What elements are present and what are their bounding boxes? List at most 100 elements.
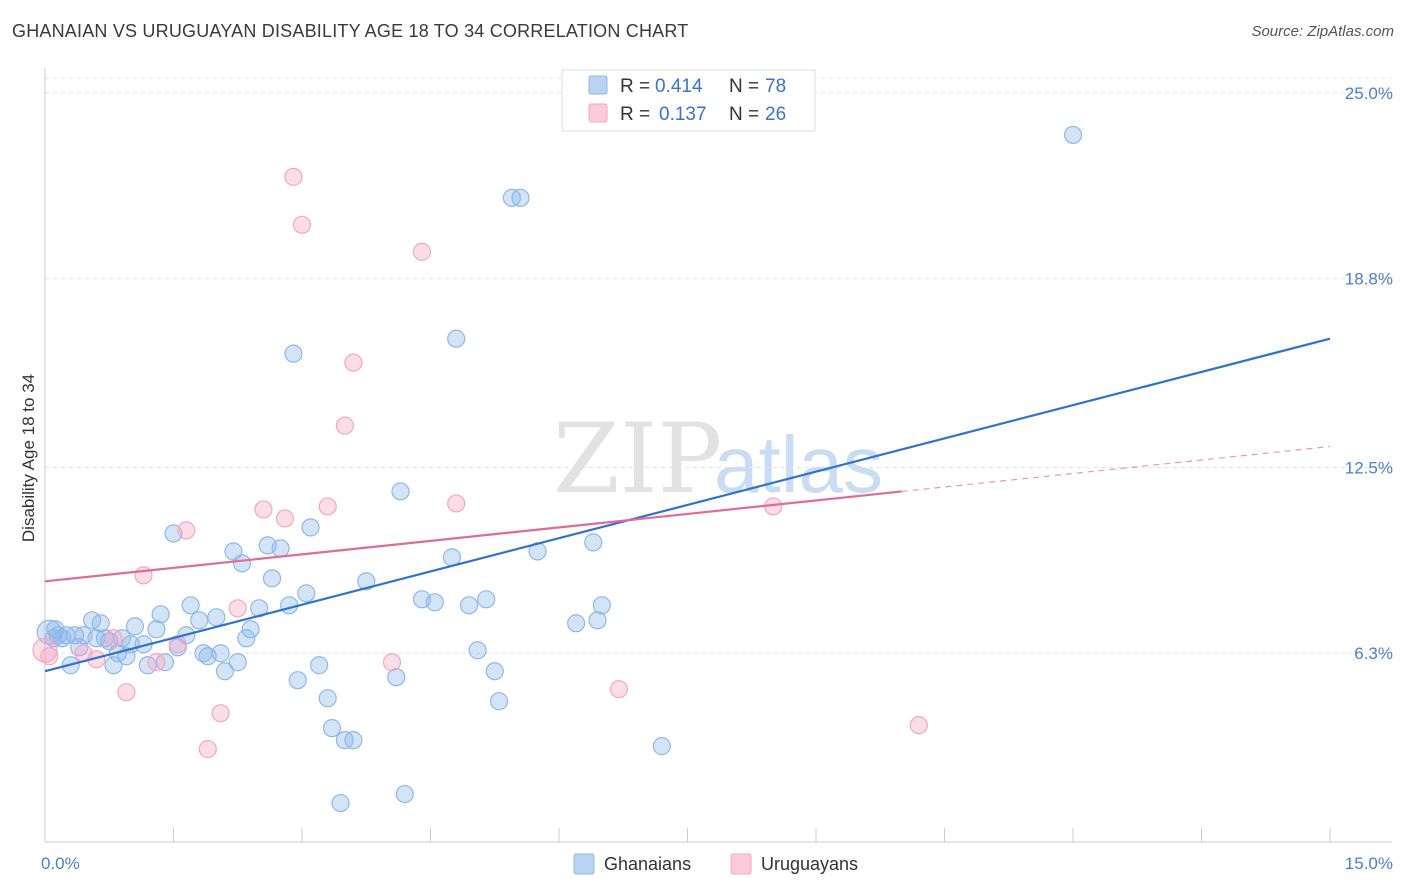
bottom-legend-swatch-ghanaians [573, 853, 595, 875]
uruguayan-point [147, 653, 166, 672]
uruguayan-point [228, 599, 247, 618]
x-tick-label: 15.0% [1345, 854, 1393, 873]
ghanaian-point [288, 671, 307, 690]
legend-r-label: R = [620, 104, 650, 125]
legend-n-label: N = [729, 76, 759, 97]
uruguayan-point [275, 509, 294, 528]
ghanaian-point [592, 596, 611, 615]
uruguayan-point [40, 647, 59, 666]
ghanaian-point [391, 482, 410, 501]
stats-legend: R = 0.414 N = 78 R = 0.137 N = 26 [561, 69, 816, 132]
ghanaian-point [477, 590, 496, 609]
ghanaian-point [652, 737, 671, 756]
y-tick-label: 12.5% [1345, 458, 1393, 477]
ghanaian-point [181, 596, 200, 615]
uruguayan-point [292, 215, 312, 234]
series-legend: Ghanaians Uruguayans [573, 853, 858, 875]
ghanaian-point [322, 719, 342, 738]
ghanaian-point [284, 344, 303, 363]
ghanaian-point [588, 611, 607, 630]
y-tick-label: 18.8% [1345, 270, 1393, 289]
ghanaian-trend-line [44, 337, 1331, 673]
ghanaian-point [387, 668, 406, 687]
legend-n-label: N = [729, 104, 759, 125]
ghanaian-point [104, 656, 123, 675]
uruguayan-point [177, 521, 196, 540]
ghanaian-point [459, 596, 479, 615]
ghanaian-point [297, 584, 316, 603]
ghanaian-point [357, 572, 376, 591]
ghanaian-point [125, 617, 145, 636]
uruguayan-point [211, 704, 230, 723]
ghanaian-point [489, 692, 509, 711]
ghanaian-point [395, 784, 414, 804]
ghanaian-point [207, 608, 226, 627]
legend-r-uruguayans: 0.137 [659, 104, 707, 125]
uruguayan-point [382, 653, 402, 672]
uruguayan-point [32, 637, 58, 663]
y-tick-label: 25.0% [1345, 84, 1393, 103]
legend-n-ghanaians: 78 [765, 76, 786, 97]
x-tick-labels: 0.0% 15.0% [41, 854, 1393, 873]
ghanaian-point [232, 554, 252, 573]
bottom-legend-swatch-uruguayans [730, 853, 752, 875]
bottom-legend-uruguayans: Uruguayans [761, 854, 858, 874]
ghanaian-point [271, 539, 290, 558]
ghanaian-point [1063, 125, 1083, 145]
uruguayan-point [609, 680, 629, 699]
axes [44, 68, 1392, 843]
uruguayan-point [104, 629, 123, 648]
y-tick-label: 6.3% [1354, 644, 1393, 663]
ghanaian-point [280, 596, 299, 615]
ghanaian-point [215, 662, 234, 681]
uruguayan-point [318, 497, 337, 516]
watermark-atlas: atlas [714, 420, 883, 509]
uruguayan-point [909, 716, 928, 735]
ghanaian-point [211, 644, 230, 663]
ghanaian-point [310, 656, 329, 675]
uruguayan-point [254, 500, 273, 519]
ghanaian-point [228, 653, 247, 672]
ghanaian-point [151, 605, 170, 624]
uruguayan-point [117, 683, 136, 702]
legend-swatch-uruguayans [588, 103, 608, 123]
ghanaian-point [468, 641, 487, 660]
ghanaian-point [567, 614, 586, 633]
ghanaian-point [262, 569, 282, 588]
uruguayan-point [284, 167, 303, 186]
ghanaian-point [425, 593, 444, 612]
uruguayan-point [198, 740, 217, 759]
source-label: Source: ZipAtlas.com [1251, 23, 1394, 40]
legend-r-label: R = [620, 76, 650, 97]
watermark-zip: ZIP [553, 403, 722, 515]
ghanaian-point [584, 533, 603, 552]
watermark: ZIP atlas [553, 403, 883, 515]
ghanaian-point [91, 614, 110, 633]
uruguayan-trend-extension [901, 445, 1331, 493]
y-tick-labels: 6.3% 12.5% 18.8% 25.0% [1345, 84, 1393, 663]
ghanaian-point [447, 329, 466, 348]
ghanaian-point [241, 620, 260, 639]
ghanaian-point [485, 662, 504, 681]
trend-lines [44, 337, 1331, 673]
ghanaian-point [237, 629, 256, 648]
x-tick-label: 0.0% [41, 854, 80, 873]
ghanaian-point [147, 620, 166, 639]
ghanaian-point [344, 731, 363, 750]
uruguayan-point [447, 494, 466, 513]
ghanaian-point [331, 793, 350, 813]
uruguayan-trend-line [44, 490, 902, 583]
ghanaian-point [511, 188, 530, 207]
uruguayan-point [412, 242, 432, 261]
legend-n-uruguayans: 26 [765, 104, 786, 125]
ghanaian-point [301, 518, 320, 537]
bottom-legend-ghanaians: Ghanaians [604, 854, 691, 874]
uruguayan-point [344, 353, 363, 372]
uruguayan-point [335, 416, 354, 435]
ghanaian-point [318, 689, 337, 708]
legend-swatch-ghanaians [588, 75, 608, 95]
legend-r-ghanaians: 0.414 [655, 76, 703, 97]
chart-title: GHANAIAN VS URUGUAYAN DISABILITY AGE 18 … [12, 21, 689, 41]
y-axis-title: Disability Age 18 to 34 [19, 374, 38, 542]
